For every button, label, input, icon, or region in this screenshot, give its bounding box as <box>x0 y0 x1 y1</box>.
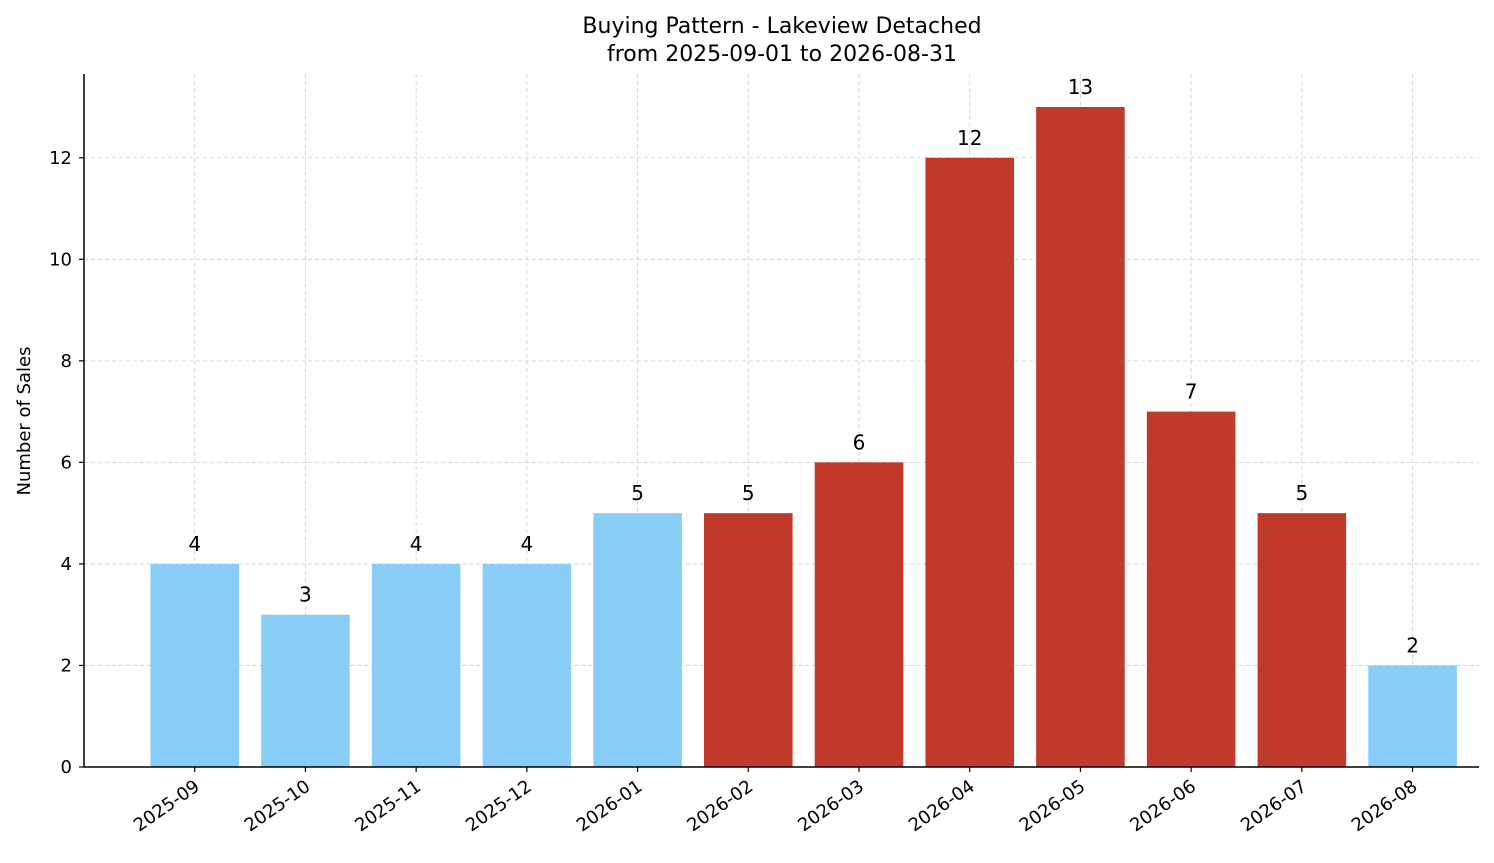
x-tick-label: 2026-05 <box>1016 776 1090 836</box>
bar-2026-02 <box>704 513 793 767</box>
x-tick-label: 2026-03 <box>794 776 868 836</box>
bar-value-label: 4 <box>410 532 423 556</box>
y-axis-label: Number of Sales <box>14 346 35 495</box>
y-tick-label: 10 <box>49 249 72 270</box>
bar-value-label: 3 <box>299 583 312 607</box>
x-tick-label: 2026-04 <box>905 776 979 836</box>
bar-value-label: 5 <box>1295 481 1308 505</box>
x-tick-label: 2025-10 <box>241 776 315 836</box>
y-tick-label: 0 <box>61 757 72 778</box>
x-tick-label: 2026-06 <box>1126 776 1200 836</box>
x-tick-label: 2026-02 <box>683 776 757 836</box>
bar-value-label: 13 <box>1068 75 1093 99</box>
bar-2025-09 <box>150 563 239 767</box>
bar-2026-06 <box>1146 411 1236 767</box>
x-tick-label: 2025-09 <box>130 776 204 836</box>
bar-2026-01 <box>593 513 682 767</box>
x-tick-label: 2025-11 <box>351 776 425 836</box>
bar-value-label: 4 <box>520 532 533 556</box>
bar-2025-11 <box>371 563 461 767</box>
bar-value-label: 12 <box>957 126 982 150</box>
value-labels: 4 3 4 4 5 5 6 12 13 7 5 2 <box>188 75 1419 657</box>
y-tick-label: 12 <box>49 148 72 169</box>
bar-2026-04 <box>925 157 1014 767</box>
chart-title: Buying Pattern - Lakeview Detached <box>582 14 981 39</box>
bar-value-label: 4 <box>188 532 201 556</box>
y-tick-label: 8 <box>61 351 72 372</box>
x-tick-label: 2026-01 <box>573 776 647 836</box>
bar-2026-08 <box>1368 665 1457 767</box>
bar-2026-07 <box>1257 513 1347 767</box>
bars <box>150 107 1457 767</box>
bar-value-label: 6 <box>853 430 866 454</box>
y-tick-label: 2 <box>61 655 72 676</box>
y-tick-label: 6 <box>61 452 72 473</box>
bar-2026-03 <box>814 462 904 767</box>
y-tick-label: 4 <box>61 554 72 575</box>
bar-value-label: 2 <box>1406 633 1419 657</box>
x-tick-label: 2026-08 <box>1348 776 1422 836</box>
bar-2025-10 <box>261 614 350 767</box>
chart-subtitle: from 2025-09-01 to 2026-08-31 <box>607 42 957 67</box>
bar-value-label: 5 <box>742 481 755 505</box>
bar-value-label: 7 <box>1185 380 1198 404</box>
bar-2025-12 <box>482 563 572 767</box>
bar-2026-05 <box>1036 107 1125 767</box>
x-tick-label: 2025-12 <box>462 776 536 836</box>
x-tick-label: 2026-07 <box>1237 776 1311 836</box>
bar-value-label: 5 <box>631 481 644 505</box>
